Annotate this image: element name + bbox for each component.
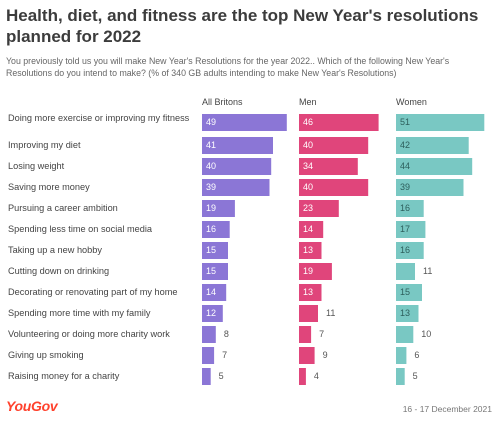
category-label: Pursuing a career ambition [8, 203, 118, 213]
column-header-1: Men [299, 97, 317, 107]
column-header-2: Women [396, 97, 427, 107]
data-label-series0-row11: 7 [222, 350, 228, 360]
chart-title: Health, diet, and fitness are the top Ne… [6, 6, 479, 46]
data-label-series2-row2: 44 [400, 161, 411, 171]
data-label-series2-row6: 16 [400, 245, 411, 255]
bar-series1-row4 [299, 200, 339, 217]
data-label-series2-row0: 51 [400, 117, 411, 127]
data-label-series0-row8: 14 [206, 287, 217, 297]
data-label-series1-row3: 40 [303, 182, 314, 192]
data-label-series1-row6: 13 [303, 245, 314, 255]
data-label-series0-row4: 19 [206, 203, 217, 213]
bar-series2-row6 [396, 242, 424, 259]
data-label-series2-row3: 39 [400, 182, 411, 192]
bar-series0-row7 [202, 263, 228, 280]
category-label: Decorating or renovating part of my home [8, 287, 178, 297]
bar-series1-row1 [299, 137, 369, 154]
bar-series1-row8 [299, 284, 322, 301]
bar-series0-row0 [202, 114, 287, 131]
data-label-series2-row1: 42 [400, 140, 411, 150]
data-label-series0-row6: 15 [206, 245, 217, 255]
data-label-series1-row1: 40 [303, 140, 314, 150]
category-label: Cutting down on drinking [8, 266, 110, 276]
bar-series2-row5 [396, 221, 426, 238]
bar-series0-row11 [202, 347, 215, 364]
data-label-series2-row7: 11 [423, 266, 433, 276]
bar-series0-row4 [202, 200, 235, 217]
category-label: Doing more exercise or improving my fitn… [8, 113, 190, 123]
data-label-series2-row5: 17 [400, 224, 411, 234]
bar-series0-row12 [202, 368, 211, 385]
data-label-series1-row11: 9 [322, 350, 328, 360]
data-label-series2-row12: 5 [412, 371, 418, 381]
bar-series2-row4 [396, 200, 424, 217]
data-label-series0-row10: 8 [223, 329, 229, 339]
bar-series0-row2 [202, 158, 272, 175]
bar-series2-row12 [396, 368, 405, 385]
bar-series2-row0 [396, 114, 485, 131]
chart-subtitle: You previously told us you will make New… [6, 56, 450, 78]
data-label-series2-row9: 13 [400, 308, 411, 318]
data-label-series2-row4: 16 [400, 203, 411, 213]
bar-series2-row2 [396, 158, 473, 175]
bar-series1-row0 [299, 114, 379, 131]
bar-series2-row1 [396, 137, 469, 154]
bar-series2-row9 [396, 305, 419, 322]
category-label: Improving my diet [8, 140, 81, 150]
category-label: Volunteering or doing more charity work [8, 329, 170, 339]
data-label-series1-row5: 14 [303, 224, 314, 234]
data-label-series1-row2: 34 [303, 161, 314, 171]
bar-series0-row6 [202, 242, 228, 259]
category-label: Saving more money [8, 182, 90, 192]
data-label-series2-row10: 10 [421, 329, 432, 339]
data-label-series0-row12: 5 [218, 371, 224, 381]
category-label: Losing weight [8, 161, 65, 171]
category-label: Taking up a new hobby [8, 245, 102, 255]
bar-series0-row3 [202, 179, 270, 196]
category-label: Giving up smoking [8, 350, 84, 360]
bar-series1-row3 [299, 179, 369, 196]
data-label-series2-row11: 6 [414, 350, 420, 360]
data-label-series1-row12: 4 [313, 371, 319, 381]
category-label: Spending less time on social media [8, 224, 153, 234]
data-label-series1-row8: 13 [303, 287, 314, 297]
column-header-0: All Britons [202, 97, 243, 107]
data-label-series1-row7: 19 [303, 266, 314, 276]
bar-series0-row8 [202, 284, 227, 301]
category-label: Raising money for a charity [8, 371, 120, 381]
data-label-series0-row1: 41 [206, 140, 217, 150]
data-label-series0-row3: 39 [206, 182, 217, 192]
bar-series0-row9 [202, 305, 223, 322]
data-label-series0-row2: 40 [206, 161, 217, 171]
bar-series0-row5 [202, 221, 230, 238]
bar-series2-row8 [396, 284, 422, 301]
bar-series1-row9 [299, 305, 318, 322]
data-label-series0-row5: 16 [206, 224, 217, 234]
data-label-series0-row7: 15 [206, 266, 217, 276]
data-label-series0-row9: 12 [206, 308, 217, 318]
bar-series1-row12 [299, 368, 306, 385]
date-footnote: 16 - 17 December 2021 [402, 404, 492, 414]
bar-series1-row2 [299, 158, 358, 175]
data-label-series1-row4: 23 [303, 203, 314, 213]
bar-series2-row7 [396, 263, 415, 280]
bar-series2-row11 [396, 347, 407, 364]
bar-series1-row7 [299, 263, 332, 280]
bar-series1-row10 [299, 326, 312, 343]
category-label: Spending more time with my family [8, 308, 151, 318]
data-label-series1-row10: 7 [319, 329, 325, 339]
yougov-logo: YouGov [6, 398, 58, 414]
data-label-series2-row8: 15 [400, 287, 411, 297]
data-label-series0-row0: 49 [206, 117, 217, 127]
bar-series1-row6 [299, 242, 322, 259]
data-label-series1-row0: 46 [303, 117, 314, 127]
bar-series2-row10 [396, 326, 414, 343]
bar-series0-row10 [202, 326, 216, 343]
bar-series0-row1 [202, 137, 273, 154]
bar-series2-row3 [396, 179, 464, 196]
data-label-series1-row9: 11 [326, 308, 336, 318]
bar-series1-row5 [299, 221, 324, 238]
bar-series1-row11 [299, 347, 315, 364]
